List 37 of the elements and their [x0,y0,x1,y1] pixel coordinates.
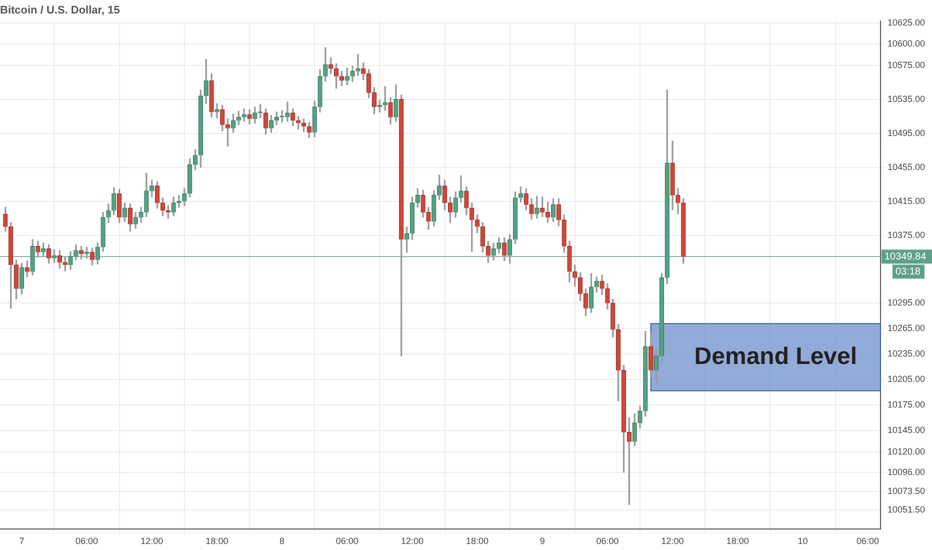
y-tick-label: 10295.00 [887,298,926,308]
y-tick-label: 10625.00 [887,17,926,28]
x-tick-label: 8 [280,536,285,546]
y-tick-label: 10145.00 [887,425,926,436]
y-tick-label: 10265.00 [887,323,926,334]
x-tick-label: 06:00 [336,536,358,546]
x-tick-label: 12:00 [140,536,164,546]
y-tick-label: 10455.00 [887,162,926,172]
ref-line-label: 10349.84 [884,251,927,262]
x-tick-label: 18:00 [726,536,749,546]
x-tick-label: 10 [798,536,808,546]
text: 03:18 [895,266,921,278]
y-tick-label: 10415.00 [887,196,926,206]
y-tick-label: 10535.00 [887,94,926,104]
x-tick-label: 12:00 [400,536,424,546]
x-tick-label: 18:00 [466,536,489,546]
x-tick-label: 06:00 [856,536,880,546]
y-tick-label: 10600.00 [887,38,926,49]
x-tick-label: 9 [540,536,545,546]
candlestick [176,195,182,208]
x-tick-label: 06:00 [596,536,619,546]
y-tick-label: 10175.00 [887,400,926,410]
y-tick-label: 10495.00 [887,128,926,138]
y-tick-label: 10575.00 [887,60,926,70]
y-tick-label: 10375.00 [887,230,926,240]
chart-title: Bitcoin / U.S. Dollar, 15 [0,4,120,17]
x-tick-label: 7 [19,536,24,546]
x-tick-label: 18:00 [206,536,228,546]
x-tick-label: 06:00 [76,536,98,546]
y-tick-label: 10073.50 [887,486,926,496]
y-tick-label: 10235.00 [887,348,926,359]
annotation: Demand Level [694,343,858,370]
y-tick-label: 10205.00 [887,374,926,384]
y-tick-label: 10120.00 [887,446,926,456]
y-tick-label: 10051.50 [887,504,926,515]
x-tick-label: 12:00 [661,536,684,546]
y-tick-label: 10096.00 [887,466,926,477]
